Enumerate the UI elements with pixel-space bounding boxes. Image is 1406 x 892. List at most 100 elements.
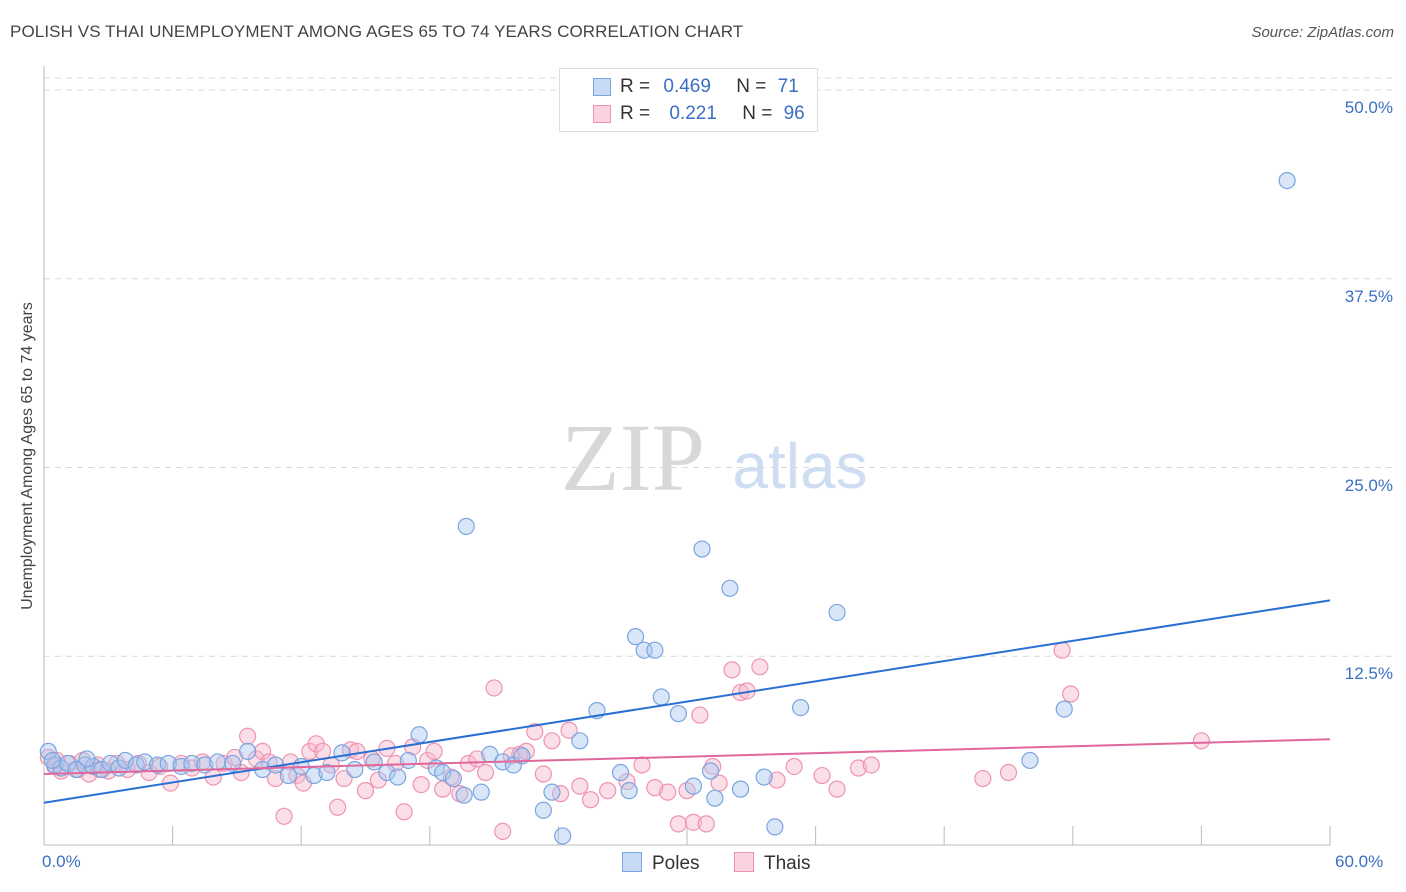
- poles-point: [1055, 700, 1073, 718]
- poles-trend-line: [43, 599, 1331, 804]
- axes: [43, 66, 1331, 846]
- thais-point: [485, 679, 503, 697]
- poles-point: [706, 789, 724, 807]
- poles-point: [534, 801, 552, 819]
- y-tick-label: 37.5%: [1344, 286, 1393, 306]
- poles-point: [693, 540, 711, 558]
- legend-item-poles: Poles: [622, 852, 700, 875]
- thais-point: [1053, 641, 1071, 659]
- poles-point: [828, 603, 846, 622]
- poles-point: [410, 726, 428, 744]
- thais-point: [275, 807, 293, 825]
- thais-point: [646, 779, 664, 797]
- stats-legend: R = 0.469 N = 71 R = 0.221 N = 96: [559, 68, 818, 132]
- chart-title: POLISH VS THAI UNEMPLOYMENT AMONG AGES 6…: [10, 22, 744, 41]
- watermark: ZIP atlas: [561, 404, 868, 511]
- poles-point: [399, 751, 417, 770]
- grid-lines: [44, 77, 1392, 657]
- legend-swatch-thais: [734, 852, 754, 872]
- poles-point: [513, 747, 531, 765]
- r-value-poles: 0.469: [663, 76, 711, 97]
- poles-point: [318, 763, 336, 782]
- poles-point: [684, 777, 703, 795]
- thais-point: [494, 822, 512, 841]
- poles-point: [183, 754, 201, 773]
- thais-point: [862, 756, 880, 774]
- thais-point: [669, 815, 688, 833]
- legend-swatch-poles: [622, 852, 642, 872]
- thais-point: [526, 723, 544, 741]
- n-label: N =: [736, 76, 767, 97]
- poles-point: [766, 818, 784, 836]
- thais-point: [239, 727, 257, 745]
- thais-point: [412, 775, 430, 794]
- legend-label-thais: Thais: [764, 853, 811, 874]
- thais-point: [751, 658, 769, 676]
- poles-point: [457, 517, 475, 535]
- legend-row-thais: R = 0.221 N = 96: [593, 103, 805, 125]
- poles-point: [543, 783, 561, 801]
- poles-point: [755, 768, 773, 786]
- poles-point: [389, 768, 407, 786]
- trend-lines: [43, 599, 1331, 804]
- watermark-atlas: atlas: [732, 430, 867, 502]
- thais-point: [768, 771, 786, 789]
- x-tick-max: 60.0%: [1335, 852, 1384, 871]
- poles-point: [116, 751, 135, 770]
- thais-point: [697, 815, 715, 833]
- thais-point: [659, 783, 677, 801]
- poles-point: [1021, 751, 1039, 770]
- y-tick-label: 25.0%: [1344, 475, 1393, 495]
- r-label: R =: [620, 76, 651, 97]
- thais-point: [684, 813, 703, 831]
- poles-point: [620, 782, 638, 800]
- watermark-zip: ZIP: [561, 404, 705, 511]
- thais-point: [581, 791, 600, 809]
- thais-point: [599, 782, 617, 800]
- thais-point: [813, 766, 831, 785]
- thais-point: [633, 756, 651, 774]
- y-tick-label: 12.5%: [1344, 664, 1393, 684]
- thais-point: [266, 769, 285, 788]
- y-tick-label: 50.0%: [1344, 98, 1393, 117]
- legend-row-poles: R = 0.469 N = 71: [593, 76, 799, 98]
- thais-point: [534, 765, 552, 783]
- thais-points: [39, 641, 1211, 841]
- poles-points: [39, 172, 1296, 845]
- thais-point: [974, 769, 992, 788]
- legend-swatch-poles: [593, 78, 611, 96]
- thais-point: [999, 763, 1018, 782]
- poles-point: [78, 750, 96, 768]
- poles-point: [239, 742, 257, 760]
- thais-point: [560, 721, 578, 739]
- thais-point: [551, 785, 570, 803]
- thais-point: [723, 661, 741, 679]
- thais-point: [348, 742, 366, 760]
- thais-point: [395, 803, 413, 821]
- poles-point: [611, 763, 630, 782]
- thais-point: [434, 780, 452, 798]
- poles-point: [434, 763, 452, 782]
- r-value-thais: 0.221: [669, 103, 717, 124]
- poles-point: [148, 756, 167, 774]
- thais-point: [329, 798, 347, 816]
- poles-point: [791, 698, 810, 717]
- thais-point: [425, 742, 443, 760]
- poles-point: [346, 760, 364, 779]
- thais-point: [704, 757, 722, 776]
- source-label: Source: ZipAtlas.com: [1251, 24, 1394, 41]
- poles-point: [731, 780, 750, 798]
- poles-point: [646, 641, 664, 659]
- poles-point: [224, 754, 242, 773]
- thais-point: [183, 759, 201, 777]
- thais-point: [1062, 685, 1080, 703]
- n-value-thais: 96: [783, 103, 805, 124]
- thais-point: [571, 777, 589, 795]
- thais-point: [476, 763, 495, 782]
- poles-point: [136, 753, 154, 771]
- poles-point: [444, 769, 462, 788]
- thais-point: [356, 782, 375, 800]
- thais-point: [691, 706, 709, 724]
- r-label: R =: [620, 103, 651, 124]
